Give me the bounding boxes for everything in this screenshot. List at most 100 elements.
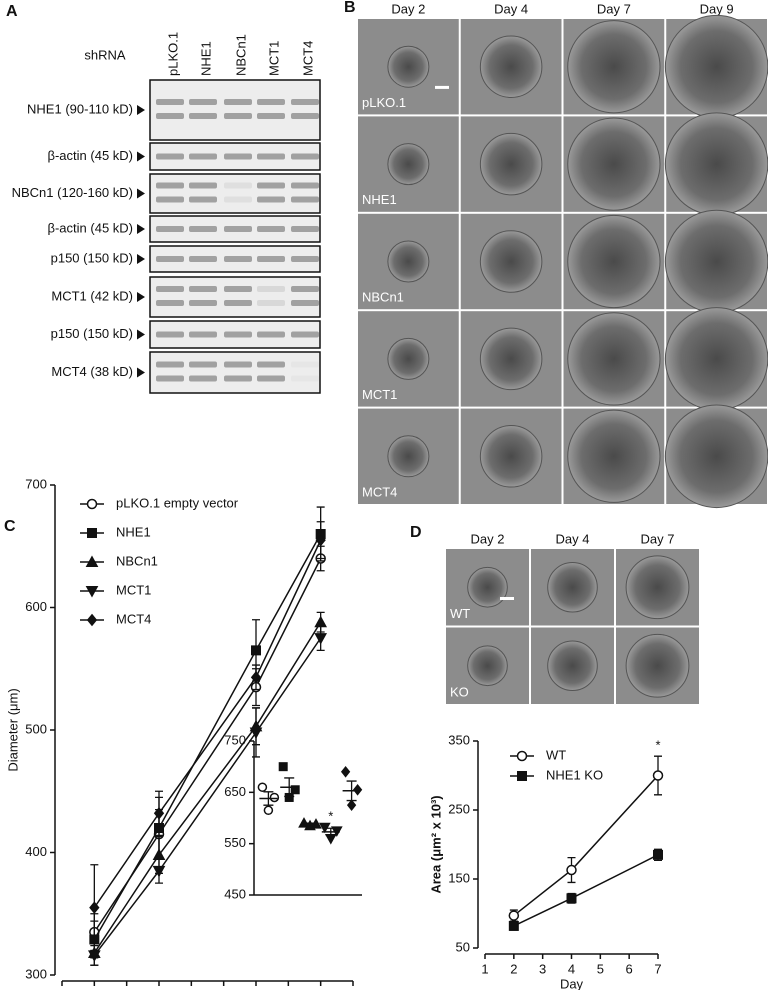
- band: [291, 99, 319, 105]
- x-tick-label: 6: [626, 961, 633, 976]
- spheroid: [664, 209, 768, 314]
- band: [224, 300, 252, 306]
- band: [156, 182, 184, 189]
- legend-label: NHE1: [116, 524, 151, 539]
- band: [189, 286, 217, 292]
- lane-label: MCT1: [266, 41, 281, 76]
- marker: [85, 555, 99, 567]
- y-axis-label: Diameter (μm): [5, 688, 20, 771]
- x-tick-label: 2: [510, 961, 517, 976]
- spheroid: [387, 240, 430, 283]
- spheroid: [567, 214, 661, 309]
- marker: [346, 799, 357, 811]
- series-line: [93, 539, 322, 909]
- band: [189, 226, 217, 232]
- y-tick-label: 350: [448, 732, 470, 747]
- band: [257, 113, 285, 119]
- marker: [508, 920, 519, 931]
- band: [224, 182, 252, 189]
- marker: [250, 671, 262, 684]
- arrowhead: [137, 224, 145, 234]
- spheroid: [479, 327, 543, 391]
- band: [291, 182, 319, 189]
- legend-label: MCT1: [116, 582, 151, 597]
- blot-row-label: β-actin (45 kD): [48, 220, 134, 235]
- spheroid: [664, 14, 768, 119]
- column-label: Day 7: [641, 531, 675, 546]
- marker: [263, 805, 274, 816]
- arrowhead: [137, 151, 145, 162]
- error-bar: [263, 791, 274, 806]
- panel-label: B: [344, 0, 356, 16]
- marker: [315, 533, 326, 547]
- y-tick-label: 700: [25, 476, 47, 491]
- spheroid: [547, 561, 598, 613]
- row-label: WT: [450, 606, 470, 621]
- band: [291, 286, 319, 292]
- band: [156, 361, 184, 368]
- series-line: [513, 854, 659, 927]
- band: [189, 99, 217, 105]
- marker: [290, 785, 300, 795]
- row-label: NHE1: [362, 192, 397, 207]
- blot-box: [149, 173, 321, 214]
- y-tick-label: 500: [25, 721, 47, 736]
- band: [257, 182, 285, 189]
- band: [224, 226, 252, 232]
- spheroid: [664, 307, 768, 411]
- marker: [508, 910, 520, 921]
- column-label: Day 4: [556, 531, 590, 546]
- band: [224, 113, 252, 119]
- legend-label: pLKO.1 empty vector: [116, 495, 239, 510]
- band: [291, 226, 319, 232]
- spheroid: [547, 640, 598, 692]
- marker: [89, 901, 100, 914]
- spheroid: [567, 117, 661, 211]
- blot-box: [149, 215, 321, 243]
- band: [189, 256, 217, 262]
- lane-label: NHE1: [198, 41, 213, 76]
- band: [224, 153, 252, 160]
- band: [257, 361, 285, 368]
- legend-label: WT: [546, 747, 566, 762]
- y-tick-label: 400: [25, 844, 47, 859]
- band: [156, 99, 184, 105]
- band: [189, 153, 217, 160]
- spheroid: [387, 45, 430, 88]
- spheroid: [664, 404, 768, 509]
- band: [291, 256, 319, 262]
- blot-row-label: NBCn1 (120-160 kD): [12, 185, 133, 200]
- y-tick-label: 150: [448, 870, 470, 885]
- arrowhead: [137, 254, 145, 264]
- blot-row-label: p150 (150 kD): [51, 250, 133, 265]
- blot-row-label: MCT4 (38 kD): [51, 364, 133, 379]
- band: [156, 256, 184, 262]
- spheroid: [625, 555, 690, 620]
- band: [257, 99, 285, 105]
- annotation: *: [328, 809, 333, 824]
- legend-label: MCT4: [116, 611, 151, 626]
- marker: [516, 750, 528, 762]
- blot-row-label: MCT1 (42 kD): [51, 288, 133, 303]
- blot-row-label: NHE1 (90-110 kD): [27, 101, 133, 116]
- legend-label: NBCn1: [116, 553, 158, 568]
- band: [257, 256, 285, 262]
- column-label: Day 9: [700, 1, 734, 16]
- x-tick-label: 4: [568, 961, 575, 976]
- spheroid: [479, 425, 543, 488]
- band: [291, 153, 319, 160]
- spheroid: [467, 566, 508, 608]
- band: [291, 331, 319, 338]
- marker: [314, 633, 328, 645]
- row-label: MCT1: [362, 387, 397, 402]
- band: [156, 286, 184, 292]
- spheroid: [567, 409, 661, 503]
- spheroid: [664, 112, 768, 216]
- spheroid: [567, 20, 661, 114]
- blot-box: [149, 351, 321, 394]
- error-bar: [284, 777, 295, 798]
- marker: [251, 645, 261, 656]
- blot-box: [149, 142, 321, 171]
- marker: [86, 498, 98, 510]
- y-tick-label: 250: [448, 801, 470, 816]
